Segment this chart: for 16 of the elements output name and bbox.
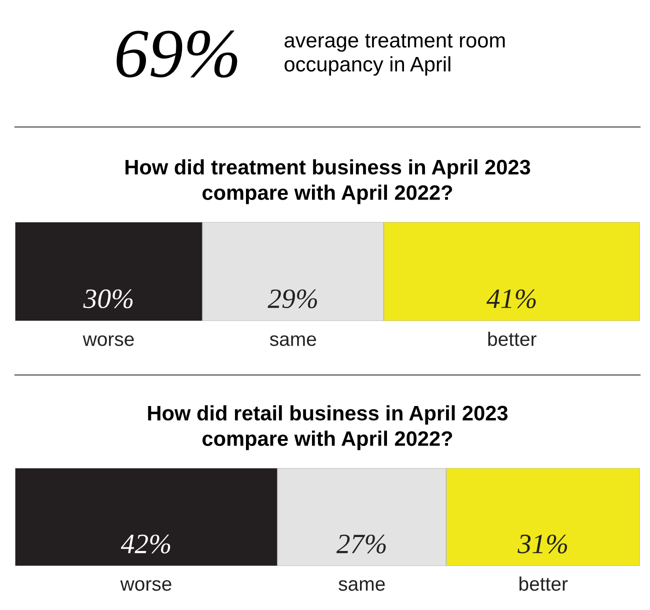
series-label: same — [338, 580, 385, 591]
text: average treatment room occupancy in April — [284, 34, 505, 76]
text: 69% — [116, 30, 238, 78]
data-label: 30% — [83, 289, 133, 308]
series-label: better — [488, 332, 536, 346]
series-label: worse — [82, 335, 134, 346]
series-label: worse — [120, 580, 172, 591]
series-label: same — [270, 335, 316, 346]
data-label: 31% — [518, 534, 567, 554]
series-label: better — [520, 576, 568, 591]
data-label: 27% — [336, 534, 386, 554]
chart-title: How did retail business in April 2023 compare with April 2022? — [148, 405, 508, 450]
data-label: 41% — [486, 289, 536, 308]
chart-title: How did treatment business in April 2023 compare with April 2022? — [126, 159, 530, 204]
data-label: 29% — [268, 289, 317, 308]
data-label: 42% — [120, 534, 170, 554]
